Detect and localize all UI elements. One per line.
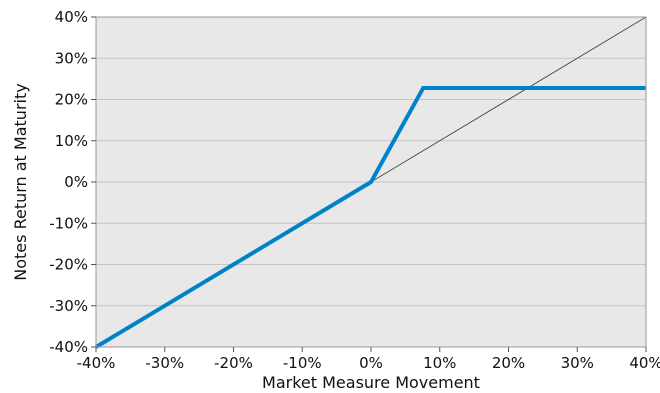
- y-tick-label: 0%: [64, 173, 88, 191]
- x-tick-label: 20%: [492, 354, 525, 372]
- x-tick-label: 30%: [561, 354, 594, 372]
- x-tick-label: 40%: [629, 354, 660, 372]
- y-tick-label: 30%: [55, 49, 88, 67]
- x-tick-label: 0%: [359, 354, 383, 372]
- x-tick-label: 10%: [423, 354, 456, 372]
- y-axis-title: Notes Return at Maturity: [11, 83, 30, 280]
- notes-return-line: [94, 85, 646, 349]
- y-tick-label: -30%: [49, 297, 88, 315]
- y-tick-label: -10%: [49, 214, 88, 232]
- x-tick-label: -10%: [283, 354, 322, 372]
- y-tick-label: 40%: [55, 8, 88, 26]
- y-tick-label: 10%: [55, 132, 88, 150]
- y-axis-ticks: -40% -30% -20% -10% 0% 10% 20% 30% 40%: [49, 8, 96, 356]
- x-tick-label: -40%: [77, 354, 116, 372]
- y-tick-label: 20%: [55, 91, 88, 109]
- market-reference-line: [370, 16, 647, 183]
- x-tick-label: -30%: [145, 354, 184, 372]
- y-tick-label: -20%: [49, 256, 88, 274]
- series-layer: [94, 16, 647, 349]
- y-tick-label: -40%: [49, 338, 88, 356]
- x-axis-ticks: -40% -30% -20% -10% 0% 10% 20% 30% 40%: [77, 347, 660, 372]
- x-axis-title: Market Measure Movement: [262, 373, 480, 392]
- x-tick-label: -20%: [214, 354, 253, 372]
